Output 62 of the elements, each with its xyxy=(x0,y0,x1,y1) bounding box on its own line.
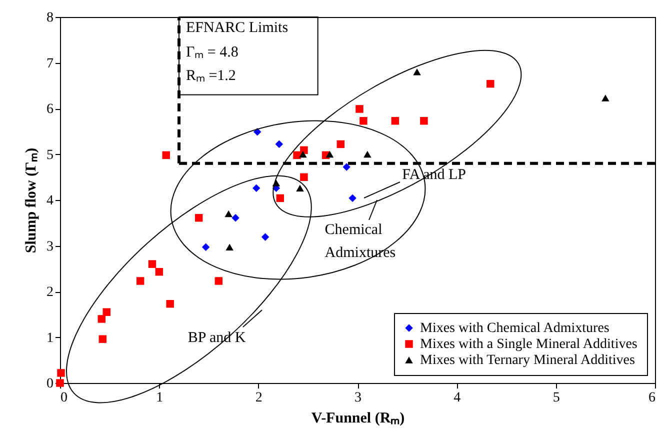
point xyxy=(98,335,107,343)
point xyxy=(194,214,203,222)
y-tick-label: 4 xyxy=(46,194,54,208)
point xyxy=(261,233,270,241)
y-axis-title: Slump flow (Γₘ) xyxy=(24,148,40,254)
point xyxy=(360,116,368,125)
point xyxy=(364,150,372,158)
y-tick-label: 8 xyxy=(46,10,54,26)
x-tick-label: 4 xyxy=(454,390,461,406)
point xyxy=(166,300,174,308)
point xyxy=(293,151,301,160)
point xyxy=(162,151,170,160)
x-tick-label: 3 xyxy=(354,390,362,406)
point xyxy=(275,140,284,148)
point xyxy=(413,68,421,76)
y-tick-label: 7 xyxy=(46,56,54,72)
point xyxy=(356,105,364,113)
point xyxy=(300,173,308,181)
point xyxy=(326,150,334,158)
point xyxy=(336,140,345,148)
y-tick-label: 0 xyxy=(46,376,54,392)
point xyxy=(155,268,164,276)
legend-label: Mixes with a Single Mineral Additives xyxy=(420,337,638,352)
y-tick-label: 1 xyxy=(46,330,54,346)
point xyxy=(148,260,156,268)
point xyxy=(486,80,494,88)
point xyxy=(253,128,262,136)
point xyxy=(202,243,210,251)
x-tick-label: 6 xyxy=(648,390,656,406)
annotation: Rₘ =1.2 xyxy=(186,68,236,84)
point xyxy=(420,116,428,125)
x-tick-label: 2 xyxy=(255,390,262,406)
annotation: EFNARC Limits xyxy=(186,20,288,36)
point xyxy=(300,146,308,154)
y-tick-label: 5 xyxy=(46,148,54,163)
point xyxy=(276,194,284,202)
point xyxy=(214,277,223,285)
x-tick-label: 5 xyxy=(552,390,560,406)
y-tick-label: 6 xyxy=(46,102,54,117)
y-tick-label: 3 xyxy=(46,239,54,254)
point xyxy=(98,315,106,323)
legend-label: Mixes with Chemical Admixtures xyxy=(420,321,610,336)
point xyxy=(252,184,260,192)
point xyxy=(296,184,304,192)
point xyxy=(391,116,400,125)
annotation: Γₘ = 4.8 xyxy=(186,44,238,60)
point xyxy=(602,94,610,102)
point xyxy=(232,214,240,222)
legend-label: Mixes with Ternary Mineral Additives xyxy=(420,353,635,368)
point xyxy=(56,379,64,387)
point xyxy=(224,210,232,218)
point xyxy=(136,277,144,285)
point xyxy=(342,163,350,171)
point xyxy=(102,308,110,316)
x-axis-title: V-Funnel (Rₘ) xyxy=(311,410,405,426)
x-tick-label: 0 xyxy=(60,390,68,406)
y-tick-label: 2 xyxy=(46,285,54,300)
point xyxy=(57,369,65,377)
point xyxy=(299,150,307,158)
point xyxy=(348,194,356,202)
point xyxy=(226,244,234,250)
x-tick-label: 1 xyxy=(156,390,164,406)
